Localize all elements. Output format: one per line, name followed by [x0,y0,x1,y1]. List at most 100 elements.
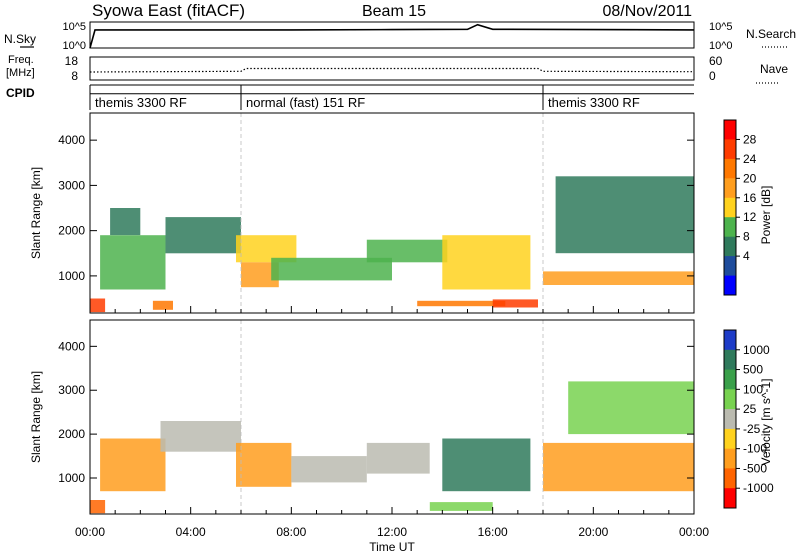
freq-left-tick-top: 18 [65,54,79,68]
x-axis-title: Time UT [369,540,415,554]
velocity-region [100,438,166,492]
velocity-colorbar-swatch [724,448,736,469]
frequency-line [89,67,695,73]
power-colorbar-tick-label: 4 [743,249,750,263]
power-colorbar-tick-label: 12 [743,210,757,224]
noise-right-label: N.Search [746,27,796,41]
frequency-panel: Freq. [MHz] 18 8 60 0 Nave [6,54,788,95]
station-title: Syowa East (fitACF) [92,1,245,20]
cpid-segment-label: normal (fast) 151 RF [246,95,365,110]
power-colorbar-swatch [724,197,736,218]
power-region [100,235,166,290]
velocity-region [442,438,531,492]
power-colorbar-swatch [724,256,736,276]
power-region [152,300,173,310]
velocity-colorbar-swatch [724,428,736,450]
power-colorbar-tick-label: 16 [743,191,757,205]
velocity-colorbar-tick-label: -500 [743,461,767,475]
power-colorbar-tick-label: 8 [743,230,750,244]
freq-right-tick-bottom: 0 [709,69,716,83]
power-panel: 1000 2000 3000 4000 Slant Range [km] [29,112,695,314]
velocity-region [160,421,241,452]
frequency-panel-frame [89,56,695,81]
noise-sky-line [89,23,695,49]
power-region [271,257,392,281]
velocity-colorbar-tick-label: -1000 [743,481,774,495]
freq-left-label-2: [MHz] [6,67,35,79]
velocity-region [366,442,430,474]
velocity-colorbar-tick-label: 1000 [743,343,770,357]
velocity-colorbar: 1000 500 100 25 -25 -100 -500 -1000 [723,329,774,509]
freq-right-tick-top: 60 [709,54,723,68]
power-region [543,271,694,285]
noise-left-label: N.Sky [4,32,36,46]
power-colorbar-swatch [724,120,736,140]
power-colorbar-frame [723,119,737,296]
noise-left-tick-bottom: 10^0 [62,40,86,52]
noise-right-tick-top: 10^5 [709,21,733,33]
velocity-region [429,502,493,511]
power-region [366,239,448,263]
velocity-region [90,500,106,514]
power-colorbar-tick-label: 24 [743,152,757,166]
noise-left-tick-top: 10^5 [62,21,86,33]
x-tick-label: 00:00 [75,525,105,539]
velocity-colorbar-tick-label: 500 [743,363,763,377]
time-axis: 00:00 04:00 08:00 12:00 16:00 20:00 00:00 [75,306,709,539]
velocity-colorbar-frame [723,329,737,509]
power-y-axis-title: Slant Range [km] [29,167,43,259]
x-tick-label: 16:00 [478,525,508,539]
power-colorbar-swatch [724,275,736,296]
x-tick-label: 08:00 [276,525,306,539]
power-colorbar-swatch [724,139,736,160]
cpid-row: CPID themis 3300 RF normal (fast) 151 RF t… [6,84,694,110]
noise-right-tick-bottom: 10^0 [709,40,733,52]
power-region [90,298,106,313]
power-y-tick-label: 3000 [58,178,85,192]
velocity-regions [90,320,694,514]
date-title: 08/Nov/2011 [602,3,692,20]
velocity-colorbar-title: Velocity [m s^-1] [759,379,773,466]
power-colorbar-swatch [724,158,736,179]
nave-right-label: Nave [760,62,788,76]
velocity-y-tick-label: 2000 [58,427,85,441]
power-colorbar-swatch [724,178,736,199]
noise-panel-frame [89,21,695,49]
velocity-y-axis-title: Slant Range [km] [29,371,43,463]
power-colorbar-swatch [724,236,736,257]
cpid-label: CPID [6,86,35,100]
frequency-trace [89,67,695,95]
velocity-colorbar-swatch [724,349,736,371]
power-y-tick-label: 2000 [58,224,85,238]
velocity-colorbar-tick-label: -25 [743,422,761,436]
x-tick-label: 00:00 [679,525,709,539]
velocity-region [236,442,292,487]
velocity-colorbar-tick-label: 25 [743,402,757,416]
velocity-y-tick-label: 4000 [58,339,85,353]
x-tick-label: 12:00 [377,525,407,539]
freq-left-tick-bottom: 8 [71,69,78,83]
velocity-y-axis: 1000 2000 3000 4000 [58,339,694,485]
power-colorbar-tick-label: 20 [743,171,757,185]
velocity-colorbar-swatch [724,330,736,351]
power-y-tick-label: 4000 [58,133,85,147]
velocity-y-tick-label: 1000 [58,471,85,485]
power-y-axis: 1000 2000 3000 4000 [58,133,694,283]
power-region [165,217,241,254]
power-y-tick-label: 1000 [58,269,85,283]
velocity-colorbar-tick-label: 100 [743,382,763,396]
velocity-colorbar-tick-label: -100 [743,442,767,456]
velocity-colorbar-swatch [724,409,736,430]
power-colorbar-swatch [724,217,736,238]
velocity-region [543,442,694,492]
velocity-colorbar-swatch [724,389,736,410]
cpid-segment-label: themis 3300 RF [548,95,640,110]
power-region [417,300,506,307]
velocity-colorbar-swatch [724,488,736,509]
x-tick-label: 20:00 [578,525,608,539]
velocity-colorbar-swatch [724,468,736,489]
noise-trace [89,23,695,49]
noise-panel: N.Sky 10^5 10^0 10^5 10^0 N.Search [4,21,796,52]
power-colorbar-title: Power [dB] [759,186,773,245]
